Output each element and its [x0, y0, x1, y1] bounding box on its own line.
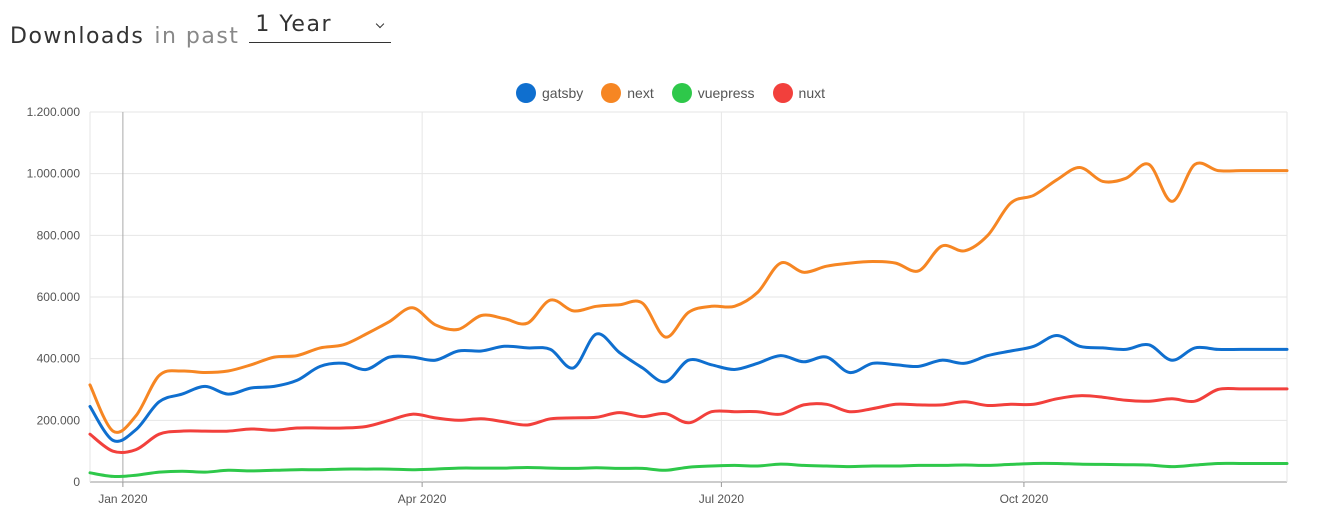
downloads-title: Downloads: [10, 24, 145, 49]
series-line-next: [88, 161, 1289, 434]
y-tick-label: 200.000: [37, 413, 81, 427]
x-tick-label: Oct 2020: [1000, 492, 1049, 506]
legend-item-vuepress[interactable]: vuepress: [671, 83, 755, 103]
y-tick-label: 0: [73, 475, 80, 489]
legend-label-vuepress: vuepress: [697, 85, 755, 101]
legend-item-gatsby[interactable]: gatsby: [516, 83, 583, 103]
y-tick-label: 800.000: [37, 228, 81, 242]
legend-label-gatsby: gatsby: [542, 85, 584, 101]
legend-swatch-next: [601, 83, 622, 103]
y-tick-label: 1.000.000: [27, 167, 81, 181]
x-tick-label: Jan 2020: [98, 492, 148, 506]
y-tick-label: 600.000: [37, 290, 81, 304]
x-tick-label: Jul 2020: [699, 492, 745, 506]
series-line-nuxt: [88, 386, 1289, 455]
legend-swatch-nuxt: [772, 83, 793, 103]
period-select[interactable]: 1 Year: [249, 12, 392, 43]
downloads-subtitle: in past: [154, 24, 240, 49]
legend-swatch-vuepress: [671, 83, 692, 103]
legend-item-nuxt[interactable]: nuxt: [772, 83, 825, 103]
y-tick-label: 1.200.000: [27, 105, 81, 119]
series-line-vuepress: [88, 461, 1289, 479]
legend-label-nuxt: nuxt: [798, 85, 825, 101]
downloads-header: Downloads in past 1 Year: [10, 12, 392, 49]
legend-swatch-gatsby: [516, 83, 536, 103]
series-line-gatsby: [88, 332, 1289, 443]
period-select-value: 1 Year: [255, 12, 332, 37]
x-tick-label: Apr 2020: [398, 492, 447, 506]
legend-item-next[interactable]: next: [601, 83, 654, 103]
chart-legend: gatsby next vuepress nuxt: [0, 83, 1321, 103]
legend-label-next: next: [627, 85, 654, 101]
y-tick-label: 400.000: [37, 352, 81, 366]
